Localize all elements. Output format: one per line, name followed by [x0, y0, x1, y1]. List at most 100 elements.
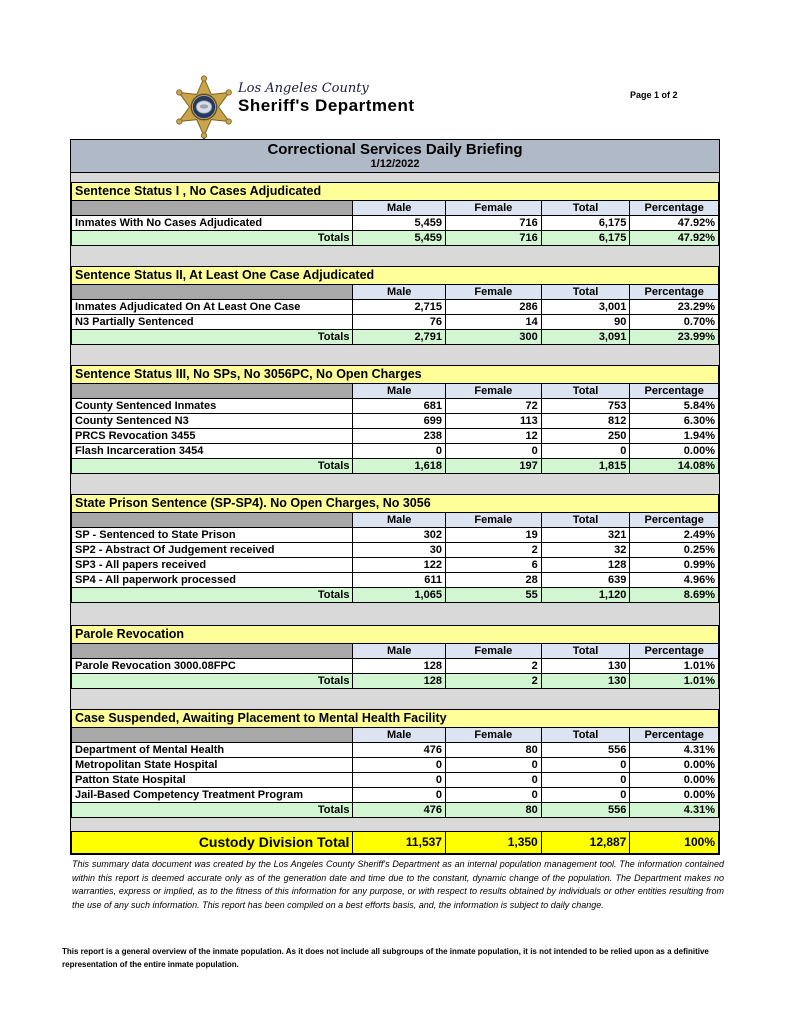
male-value: 30 — [352, 542, 446, 558]
table-row: County Sentenced N3 699 113 812 6.30% — [70, 413, 719, 429]
section-table: Sentence Status III, No SPs, No 3056PC, … — [70, 365, 719, 474]
percentage-value: 2.49% — [629, 527, 719, 543]
section-title: Parole Revocation — [71, 625, 719, 644]
section-table: State Prison Sentence (SP-SP4). No Open … — [70, 494, 719, 603]
percentage-value: 0.00% — [629, 757, 719, 773]
total-value: 812 — [540, 413, 631, 429]
totals-male-value: 476 — [352, 802, 446, 818]
column-header-male: Male — [352, 284, 446, 300]
column-header-total: Total — [540, 284, 631, 300]
totals-total-value: 6,175 — [540, 230, 631, 246]
total-value: 0 — [540, 443, 631, 459]
percentage-value: 47.92% — [629, 215, 719, 231]
totals-female-value: 55 — [444, 587, 542, 603]
column-header-percentage: Percentage — [629, 200, 719, 216]
total-value: 128 — [540, 557, 631, 573]
section-spacer — [71, 689, 719, 709]
totals-total-value: 130 — [540, 673, 631, 689]
totals-label: Totals — [70, 587, 354, 603]
totals-label: Totals — [70, 329, 354, 345]
row-label: Jail-Based Competency Treatment Program — [70, 787, 354, 803]
row-label: N3 Partially Sentenced — [70, 314, 354, 330]
female-value: 6 — [444, 557, 542, 573]
male-value: 128 — [352, 658, 446, 674]
sections-container: Sentence Status I , No Cases Adjudicated… — [70, 182, 719, 831]
custody-division-total-table: Custody Division Total 11,537 1,350 12,8… — [70, 831, 719, 854]
total-value: 0 — [540, 787, 631, 803]
male-value: 5,459 — [352, 215, 446, 231]
disclaimer-paragraph: This summary data document was created b… — [72, 859, 724, 910]
totals-percentage-value: 23.99% — [629, 329, 719, 345]
totals-row: Totals 128 2 130 1.01% — [70, 673, 719, 689]
table-row: Metropolitan State Hospital 0 0 0 0.00% — [70, 757, 719, 773]
female-value: 0 — [444, 757, 542, 773]
female-value: 19 — [444, 527, 542, 543]
total-value: 32 — [540, 542, 631, 558]
sheriff-star-badge-icon — [176, 75, 232, 140]
column-header-female: Female — [444, 643, 542, 659]
female-value: 0 — [444, 443, 542, 459]
female-value: 2 — [444, 658, 542, 674]
column-header-female: Female — [444, 383, 542, 399]
total-value: 90 — [540, 314, 631, 330]
grand-total-percentage-value: 100% — [629, 831, 719, 854]
section-title: Sentence Status III, No SPs, No 3056PC, … — [71, 365, 719, 384]
totals-male-value: 2,791 — [352, 329, 446, 345]
row-label: SP - Sentenced to State Prison — [70, 527, 354, 543]
table-row: Parole Revocation 3000.08FPC 128 2 130 1.01% — [70, 658, 719, 674]
row-label: SP4 - All paperwork processed — [70, 572, 354, 588]
table-row: Inmates Adjudicated On At Least One Case… — [70, 299, 719, 315]
section-header-row: Sentence Status III, No SPs, No 3056PC, … — [71, 365, 719, 384]
row-label: SP2 - Abstract Of Judgement received — [70, 542, 354, 558]
male-value: 0 — [352, 772, 446, 788]
totals-label: Totals — [70, 802, 354, 818]
table-row: N3 Partially Sentenced 76 14 90 0.70% — [70, 314, 719, 330]
percentage-value: 0.00% — [629, 443, 719, 459]
total-value: 0 — [540, 757, 631, 773]
totals-total-value: 1,815 — [540, 458, 631, 474]
totals-percentage-value: 47.92% — [629, 230, 719, 246]
column-header-total: Total — [540, 643, 631, 659]
total-value: 0 — [540, 772, 631, 788]
total-value: 250 — [540, 428, 631, 444]
column-header-percentage: Percentage — [629, 727, 719, 743]
table-row: Jail-Based Competency Treatment Program 0… — [70, 787, 719, 803]
column-header-male: Male — [352, 727, 446, 743]
section-title: State Prison Sentence (SP-SP4). No Open … — [71, 494, 719, 513]
row-label: Inmates With No Cases Adjudicated — [70, 215, 354, 231]
row-label: Parole Revocation 3000.08FPC — [70, 658, 354, 674]
column-header-total: Total — [540, 727, 631, 743]
total-value: 130 — [540, 658, 631, 674]
section-spacer — [71, 818, 719, 831]
male-value: 0 — [352, 787, 446, 803]
percentage-value: 5.84% — [629, 398, 719, 414]
column-header-row: Male Female Total Percentage — [70, 284, 719, 300]
totals-female-value: 300 — [444, 329, 542, 345]
totals-row: Totals 5,459 716 6,175 47.92% — [70, 230, 719, 246]
female-value: 716 — [444, 215, 542, 231]
percentage-value: 6.30% — [629, 413, 719, 429]
male-value: 122 — [352, 557, 446, 573]
row-label: Metropolitan State Hospital — [70, 757, 354, 773]
row-label: County Sentenced Inmates — [70, 398, 354, 414]
female-value: 113 — [444, 413, 542, 429]
totals-percentage-value: 4.31% — [629, 802, 719, 818]
male-value: 302 — [352, 527, 446, 543]
section-title: Sentence Status II, At Least One Case Ad… — [71, 266, 719, 285]
row-label: Department of Mental Health — [70, 742, 354, 758]
report-date: 1/12/2022 — [370, 158, 420, 170]
row-label: SP3 - All papers received — [70, 557, 354, 573]
totals-male-value: 1,618 — [352, 458, 446, 474]
logo-department-line: Sheriff's Department — [238, 95, 415, 115]
row-label: Flash Incarceration 3454 — [70, 443, 354, 459]
column-header-row: Male Female Total Percentage — [70, 643, 719, 659]
section-header-row: Sentence Status I , No Cases Adjudicated — [71, 182, 719, 201]
department-logo-text: Los Angeles County Sheriff's Department — [238, 82, 415, 114]
row-label: Patton State Hospital — [70, 772, 354, 788]
totals-total-value: 556 — [540, 802, 631, 818]
female-value: 28 — [444, 572, 542, 588]
total-value: 556 — [540, 742, 631, 758]
column-header-male: Male — [352, 643, 446, 659]
column-header-row: Male Female Total Percentage — [70, 512, 719, 528]
male-value: 476 — [352, 742, 446, 758]
